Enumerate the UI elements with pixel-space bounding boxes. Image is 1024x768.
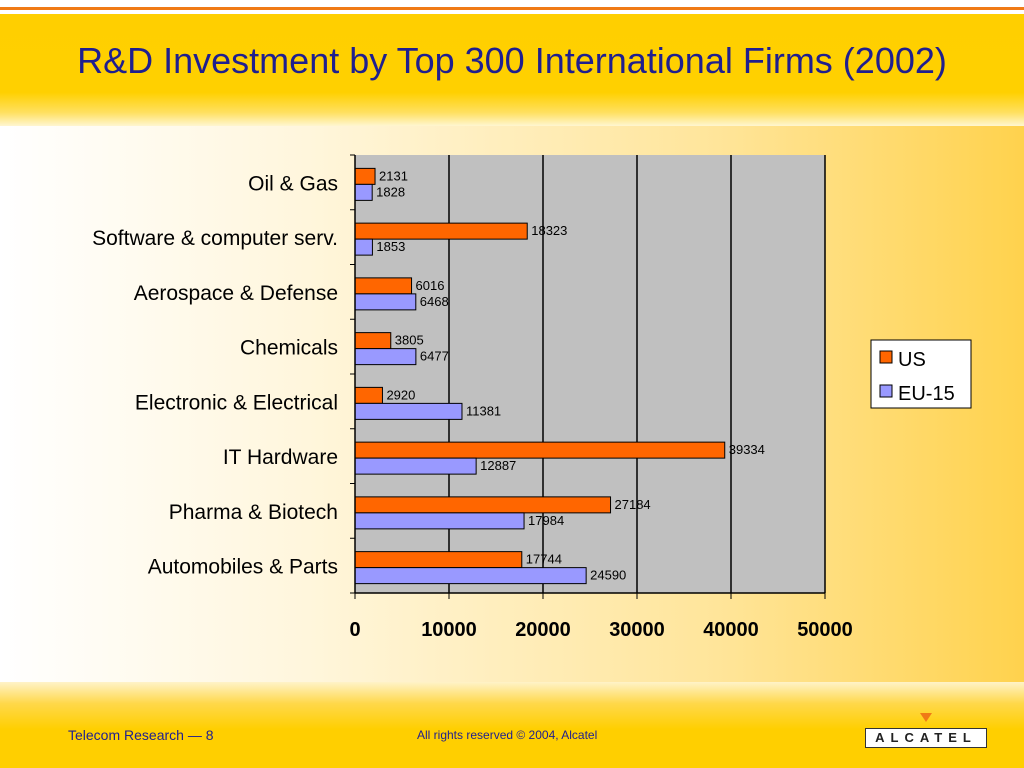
bar-us: [354, 441, 726, 459]
data-label-us: 39334: [729, 442, 765, 457]
category-label: Electronic & Electrical: [135, 391, 338, 414]
data-label-eu: 1853: [376, 239, 405, 254]
bar-us: [354, 332, 392, 350]
footer-copyright: All rights reserved © 2004, Alcatel: [417, 728, 598, 742]
category-label: Automobiles & Parts: [148, 556, 338, 579]
bar-eu: [354, 567, 587, 585]
bar-eu: [354, 183, 373, 201]
data-label-us: 2920: [386, 387, 415, 402]
data-label-us: 2131: [379, 168, 408, 183]
bar-us: [354, 277, 413, 295]
data-label-us: 27184: [615, 497, 651, 512]
data-label-eu: 1828: [376, 184, 405, 199]
data-label-eu: 11381: [466, 403, 501, 418]
x-tick-label: 30000: [609, 619, 665, 641]
bar-us: [354, 222, 528, 240]
category-labels: Oil & Gas Software & computer serv. Aerosp…: [92, 172, 338, 578]
legend-label-eu: EU-15: [898, 383, 955, 405]
tick-labels: 0 10000 20000 30000 40000 50000: [349, 619, 852, 641]
category-label: Oil & Gas: [248, 172, 338, 195]
bar-us: [354, 167, 376, 185]
axes: [350, 154, 826, 599]
header-band: [0, 14, 1024, 126]
bar-eu: [354, 402, 463, 420]
alcatel-logo: ALCATEL: [865, 728, 987, 748]
top-accent-rule: [0, 7, 1024, 10]
footer-band: [0, 682, 1024, 768]
data-label-us: 17744: [526, 552, 562, 567]
slide-title: R&D Investment by Top 300 International …: [77, 40, 947, 81]
category-label: Software & computer serv.: [92, 227, 338, 250]
bars: [354, 167, 726, 585]
bar-us: [354, 496, 612, 514]
bar-us: [354, 551, 523, 569]
legend-label-us: US: [898, 349, 926, 371]
bar-eu: [354, 238, 373, 256]
bar-eu: [354, 512, 525, 530]
data-label-eu: 17984: [528, 513, 564, 528]
data-label-us: 6016: [416, 278, 445, 293]
category-label: Pharma & Biotech: [169, 501, 338, 524]
footer-page-label: Telecom Research — 8: [68, 727, 214, 743]
data-label-us: 3805: [395, 333, 424, 348]
bar-us: [354, 386, 383, 404]
legend: US EU-15: [870, 339, 972, 409]
x-tick-label: 10000: [421, 619, 477, 641]
legend-swatch-eu: [879, 384, 893, 398]
data-label-us: 18323: [531, 223, 567, 238]
data-label-eu: 24590: [590, 568, 626, 583]
bar-eu: [354, 457, 477, 475]
x-tick-label: 40000: [703, 619, 759, 641]
category-label: Chemicals: [240, 337, 338, 360]
category-label: IT Hardware: [223, 446, 338, 469]
x-tick-label: 0: [349, 619, 360, 641]
legend-swatch-us: [879, 350, 893, 364]
bar-eu: [354, 293, 417, 311]
data-label-eu: 12887: [480, 458, 516, 473]
bar-eu: [354, 348, 417, 366]
data-label-eu: 6468: [420, 294, 449, 309]
category-label: Aerospace & Defense: [134, 282, 338, 305]
logo-triangle-icon: [920, 713, 932, 722]
x-tick-label: 50000: [797, 619, 853, 641]
x-tick-label: 20000: [515, 619, 571, 641]
data-label-eu: 6477: [420, 349, 449, 364]
